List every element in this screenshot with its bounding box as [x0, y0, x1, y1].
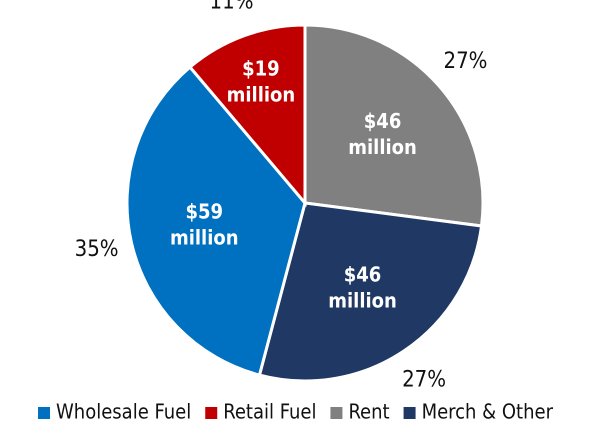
legend-label: Retail Fuel [223, 400, 316, 424]
pie-slice [257, 201, 484, 383]
legend-swatch [38, 407, 51, 419]
legend-swatch [403, 407, 416, 419]
slice-percent-label: 27% [443, 49, 487, 74]
pie-slice [125, 64, 307, 377]
slice-value-label: $59 million [170, 199, 239, 249]
slice-percent-label: 11% [210, 0, 254, 14]
pie-slice [303, 23, 485, 228]
slice-value-label: $19 million [227, 56, 296, 106]
legend-swatch [330, 407, 343, 419]
legend: Wholesale Fuel Retail Fuel Rent Merch & Oth… [38, 400, 554, 424]
legend-swatch [205, 407, 218, 419]
legend-label: Merch & Other [422, 400, 554, 424]
legend-label: Wholesale Fuel [56, 400, 191, 424]
legend-label: Rent [348, 400, 389, 424]
slice-value-label: $46 million [348, 108, 417, 158]
slice-value-label: $46 million [328, 262, 397, 312]
pie-slice [187, 23, 307, 208]
slice-percent-label: 35% [75, 237, 119, 262]
slice-percent-label: 27% [402, 367, 446, 392]
